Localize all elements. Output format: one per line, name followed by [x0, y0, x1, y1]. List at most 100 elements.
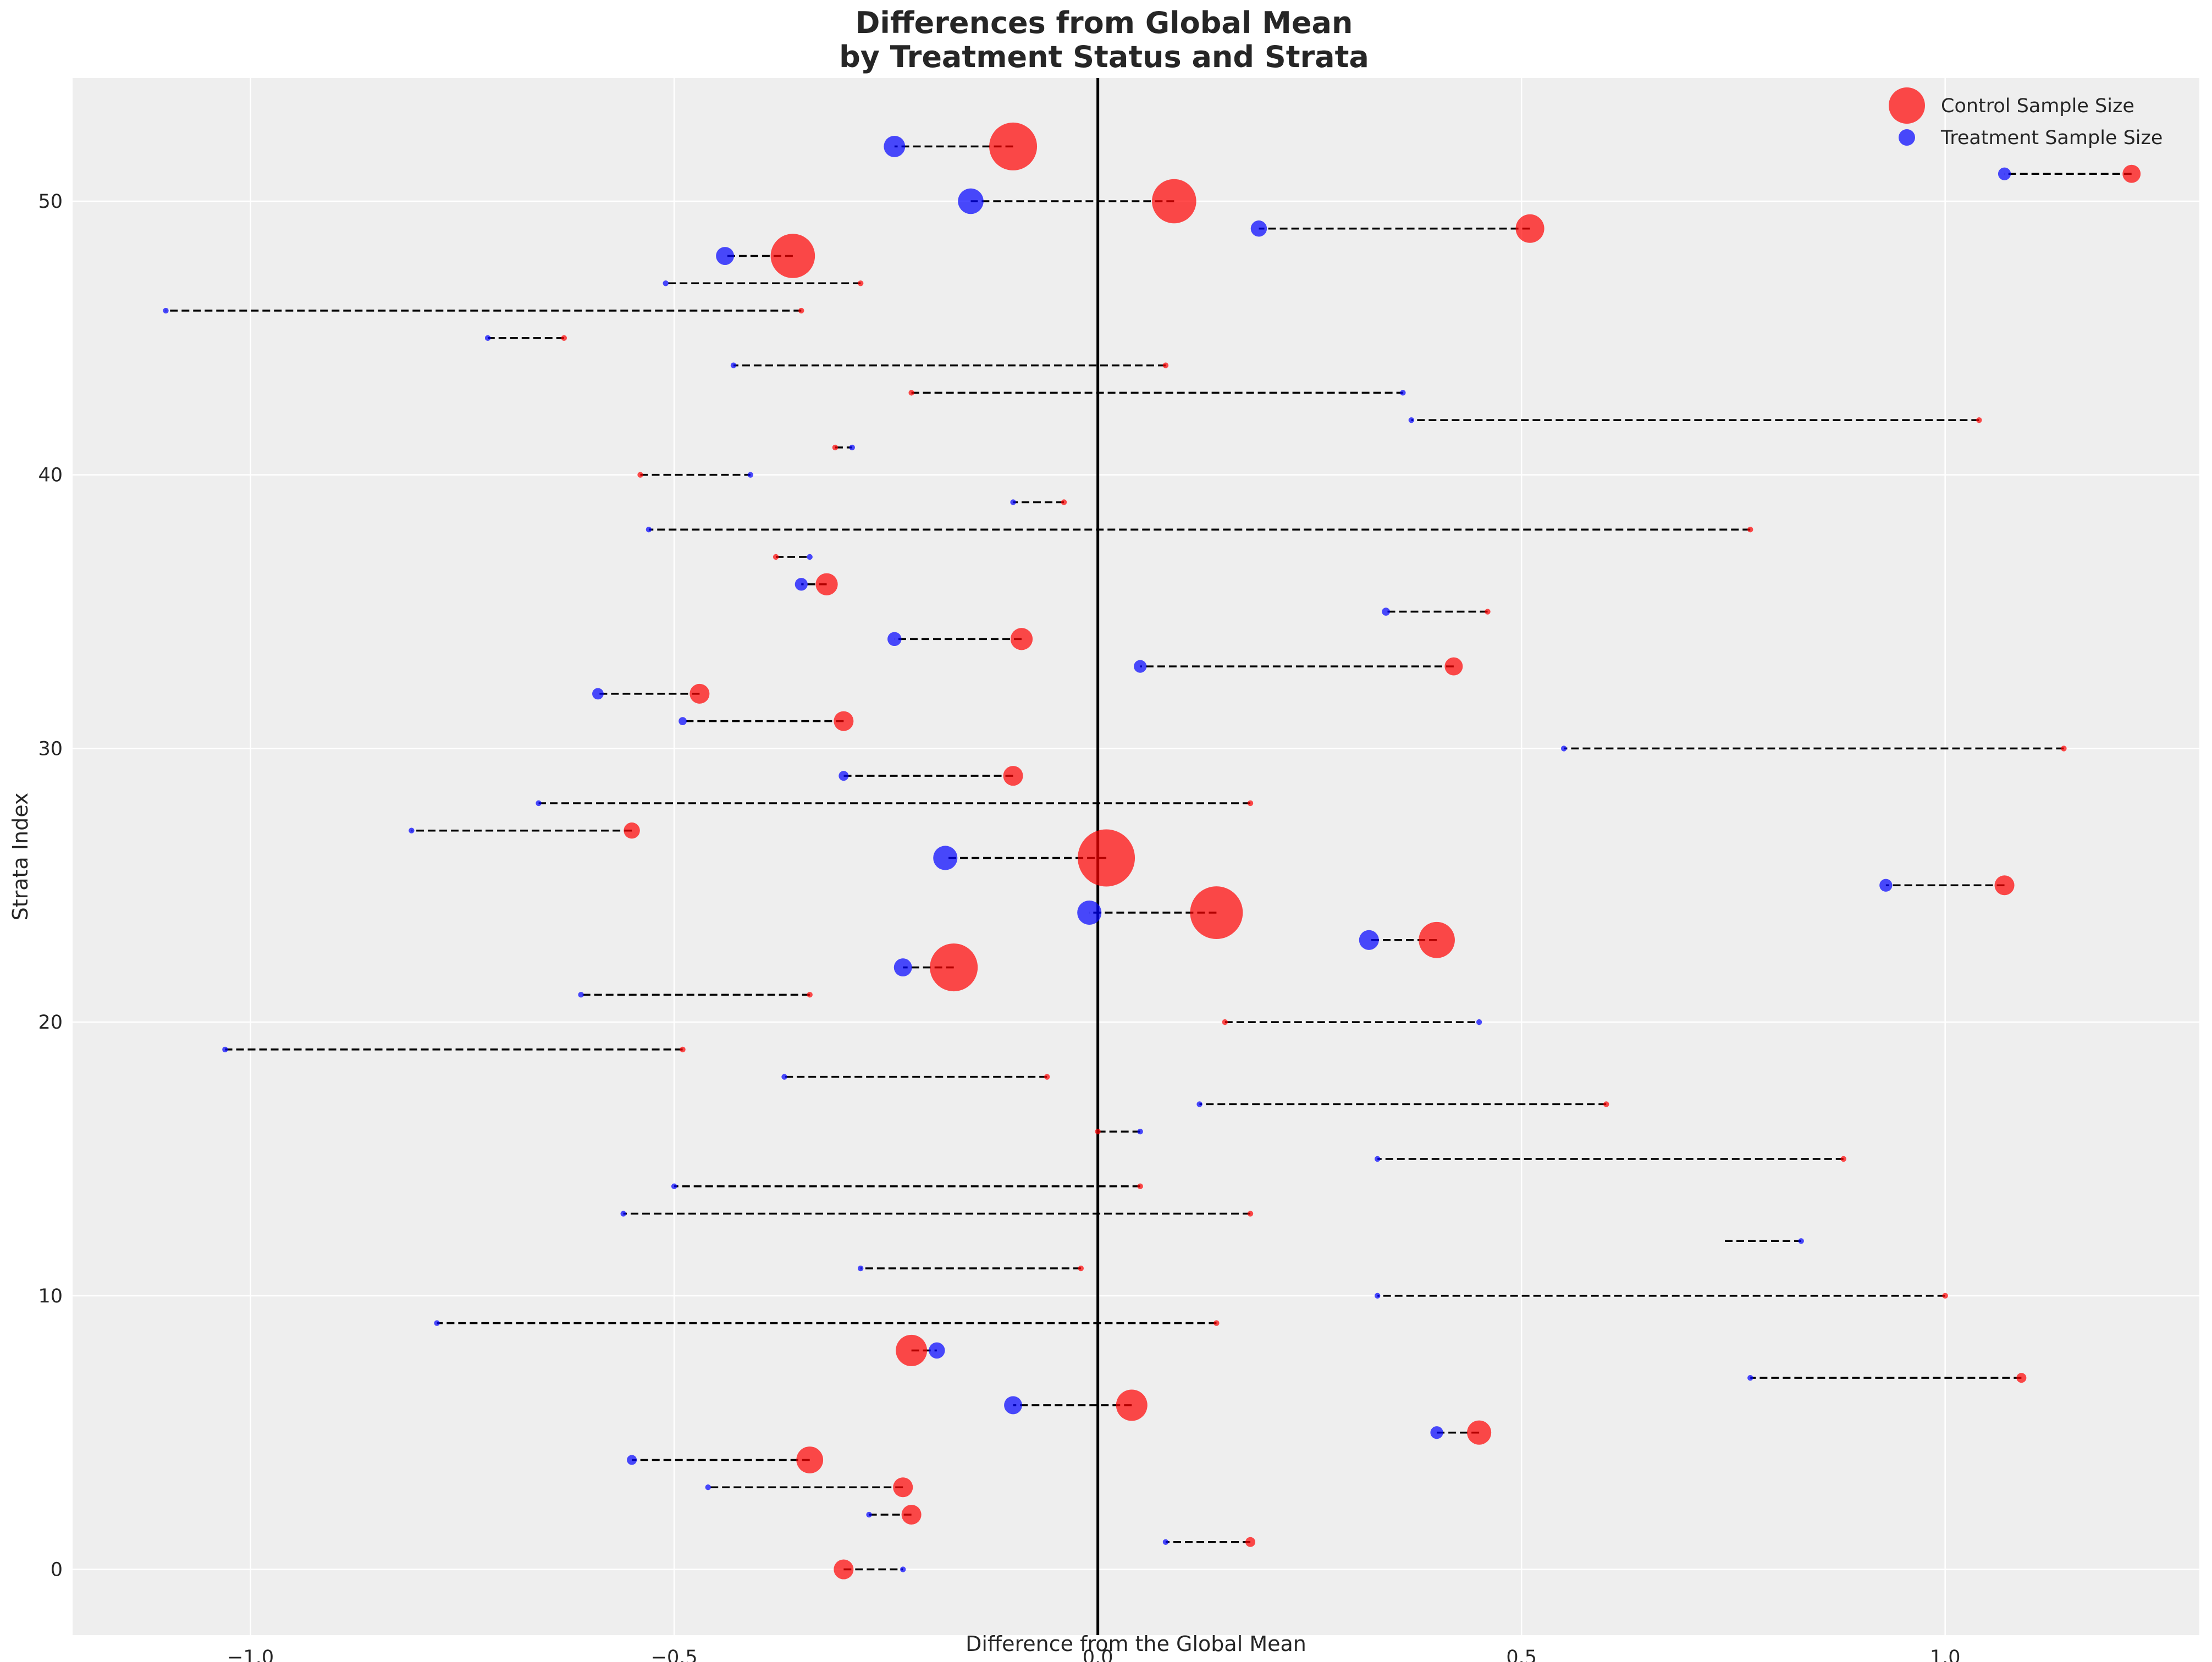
control-point [1245, 1537, 1256, 1547]
control-point [930, 943, 978, 992]
chart-title-line-1: Differences from Global Mean [856, 5, 1353, 40]
control-point [798, 307, 804, 314]
control-point [1994, 875, 2015, 896]
control-point [1419, 921, 1455, 958]
treatment-point [730, 362, 737, 368]
control-point [815, 573, 838, 595]
control-point [1152, 179, 1196, 224]
plot-area [73, 78, 2199, 1635]
control-point [896, 1334, 928, 1366]
control-point [807, 992, 813, 998]
x-tick-label: 1.0 [1930, 1647, 1961, 1662]
treatment-point [663, 280, 669, 286]
control-point [1485, 609, 1491, 615]
control-point [1603, 1101, 1609, 1107]
treatment-point [409, 827, 415, 833]
treatment-point [578, 992, 584, 998]
treatment-point [163, 307, 169, 314]
treatment-point [705, 1484, 711, 1490]
treatment-point [893, 958, 912, 977]
treatment-point [1382, 608, 1390, 616]
treatment-point [1430, 1426, 1443, 1439]
control-point [1116, 1389, 1148, 1421]
control-point [1247, 1211, 1254, 1217]
y-tick-label: 50 [38, 191, 63, 213]
legend-treatment-label: Treatment Sample Size [1940, 127, 2163, 149]
treatment-point [900, 1566, 906, 1572]
control-point [834, 711, 854, 731]
x-tick-label: −0.5 [651, 1647, 698, 1662]
treatment-series [163, 135, 2011, 1572]
control-point [680, 1046, 686, 1053]
control-point [1044, 1074, 1050, 1080]
treatment-point [222, 1046, 228, 1053]
treatment-point [887, 632, 902, 647]
treatment-point [1010, 499, 1016, 505]
treatment-point [1162, 1539, 1169, 1545]
x-tick-label: −1.0 [227, 1647, 274, 1662]
treatment-point [1077, 900, 1102, 925]
control-point [908, 390, 914, 396]
x-tick-label: 0.0 [1083, 1647, 1113, 1662]
legend-treatment-marker [1899, 129, 1915, 146]
treatment-point [1134, 660, 1147, 673]
control-point [1515, 214, 1544, 243]
treatment-point [1476, 1019, 1482, 1025]
control-point [796, 1446, 824, 1473]
control-point [1078, 1265, 1084, 1272]
legend-control-marker [1889, 87, 1925, 124]
treatment-point [1004, 1396, 1022, 1415]
treatment-point [536, 800, 542, 807]
treatment-point [1359, 930, 1379, 950]
treatment-point [671, 1183, 677, 1189]
treatment-point [1747, 1374, 1753, 1381]
control-point [1942, 1293, 1948, 1299]
treatment-point [627, 1455, 637, 1465]
treatment-point [1998, 167, 2011, 180]
treatment-point [1137, 1129, 1143, 1135]
treatment-point [679, 717, 687, 725]
treatment-point [866, 1511, 872, 1518]
control-point [989, 122, 1038, 170]
tick-labels: −1.0 −0.5 0.0 0.5 1.0 0 10 20 30 40 50 [38, 191, 1960, 1662]
control-point [1078, 829, 1135, 887]
treatment-point [1250, 220, 1267, 237]
control-point [2122, 164, 2141, 183]
legend: Control Sample Size Treatment Sample Siz… [1889, 87, 2163, 149]
control-point [1247, 800, 1254, 807]
control-point [1976, 417, 1982, 423]
x-tick-label: 0.5 [1506, 1647, 1537, 1662]
treatment-point [1374, 1156, 1381, 1162]
treatment-point [484, 335, 491, 341]
control-point [1444, 657, 1463, 676]
treatment-point [849, 444, 855, 451]
control-point [1467, 1420, 1492, 1445]
treatment-point [884, 135, 906, 157]
control-point [1190, 886, 1243, 939]
control-point [1747, 527, 1753, 533]
control-point [1840, 1156, 1846, 1162]
control-point [1222, 1019, 1228, 1025]
treatment-point [933, 846, 958, 870]
treatment-point [781, 1074, 787, 1080]
chart-title-line-2: by Treatment Status and Strata [839, 40, 1369, 74]
y-tick-label: 40 [38, 465, 63, 487]
y-tick-label: 20 [38, 1012, 63, 1034]
treatment-point [646, 527, 652, 533]
control-point [1010, 628, 1033, 650]
control-point [1137, 1183, 1143, 1189]
control-point [1003, 766, 1023, 786]
treatment-point [1879, 879, 1893, 892]
treatment-point [716, 247, 735, 265]
control-point [689, 683, 710, 704]
control-point [1162, 362, 1169, 368]
treatment-point [839, 771, 849, 781]
treatment-point [958, 188, 984, 214]
treatment-point [620, 1211, 626, 1217]
control-point [1061, 499, 1067, 505]
treatment-point [747, 472, 754, 478]
control-point [2061, 746, 2067, 752]
y-tick-label: 30 [38, 738, 63, 760]
control-point [1213, 1320, 1220, 1326]
